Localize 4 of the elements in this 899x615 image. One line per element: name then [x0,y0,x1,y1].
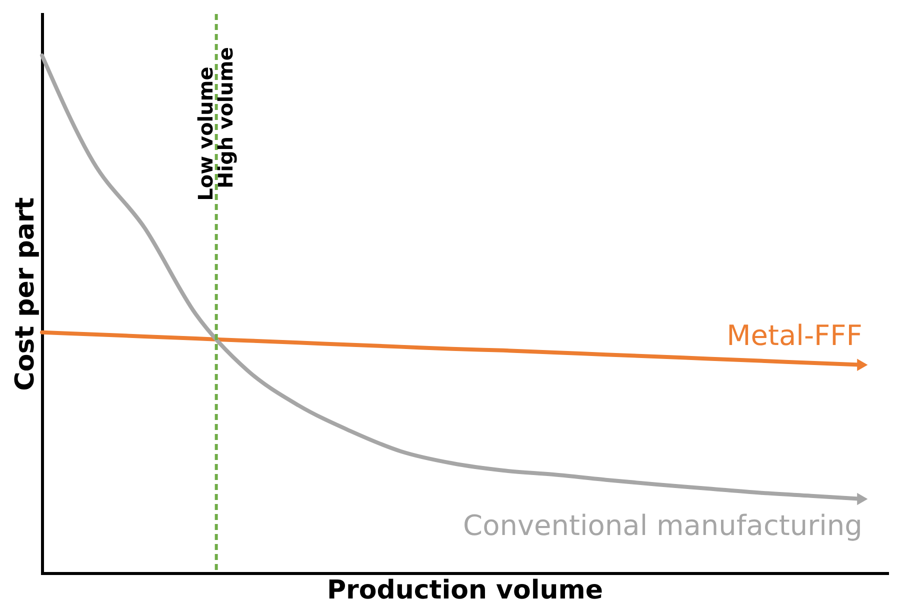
x-axis-title: Production volume [327,576,603,606]
y-axis-title: Cost per part [10,197,40,391]
series-label: Metal-FFF [726,318,862,352]
series-label: Conventional manufacturing [463,508,862,542]
